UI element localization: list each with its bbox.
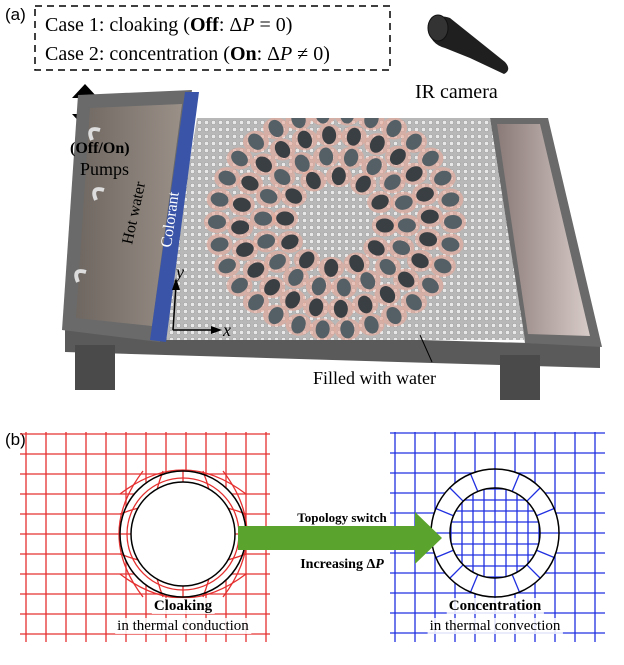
right-caption-sub: in thermal convection xyxy=(430,618,561,634)
panel-label: (b) xyxy=(5,430,26,449)
camera-label: IR camera xyxy=(415,81,498,103)
arrow-bottom-label: Increasing ΔP xyxy=(300,557,384,572)
cloak-grid xyxy=(20,432,270,642)
pumps-label: Pumps xyxy=(80,159,129,179)
arrow-top-label: Topology switch xyxy=(297,510,387,525)
left-caption-sub: in thermal conduction xyxy=(117,618,249,634)
right-caption: Concentration xyxy=(449,598,542,614)
pumps-state: (Off/On) xyxy=(70,140,130,157)
axis-x: x xyxy=(222,320,231,340)
blob xyxy=(444,215,462,229)
axis-y: y xyxy=(174,262,184,282)
water-label: Filled with water xyxy=(313,368,436,388)
case-1: Case 1: cloaking (Off: ΔP = 0) xyxy=(45,14,292,36)
camera-icon xyxy=(428,15,508,74)
left-caption: Cloaking xyxy=(154,598,213,614)
blob xyxy=(208,215,226,229)
case-2: Case 2: concentration (On: ΔP ≠ 0) xyxy=(45,43,330,65)
panel-label: (a) xyxy=(5,5,26,24)
figure: (a) Case 1: cloaking (Off: ΔP = 0) Case … xyxy=(0,0,624,665)
